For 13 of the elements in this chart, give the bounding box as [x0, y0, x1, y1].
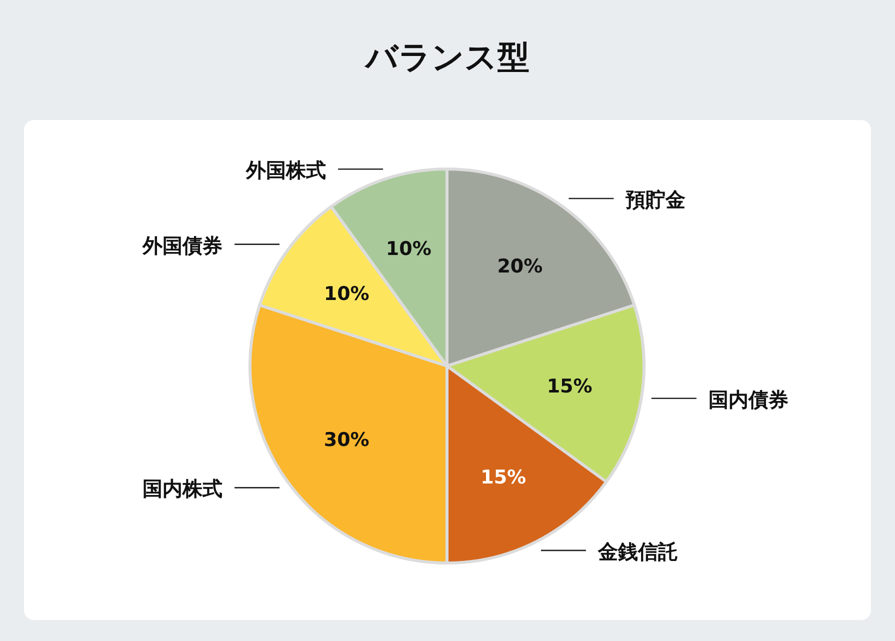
chart-title: バランス型 — [364, 38, 530, 76]
data-label: 15% — [546, 375, 592, 398]
slice-label: 預貯金 — [624, 188, 686, 212]
data-label: 20% — [497, 256, 543, 278]
slice-label: 金銭信託 — [596, 539, 678, 564]
data-label: 30% — [324, 428, 370, 451]
slice-label: 外国債券 — [142, 233, 223, 258]
slice-label: 国内株式 — [142, 476, 223, 501]
data-label: 15% — [480, 466, 526, 489]
slice-label: 国内債券 — [708, 387, 788, 412]
slice-label: 外国株式 — [245, 158, 326, 182]
data-label: 10% — [324, 283, 370, 306]
data-label: 10% — [386, 238, 432, 260]
